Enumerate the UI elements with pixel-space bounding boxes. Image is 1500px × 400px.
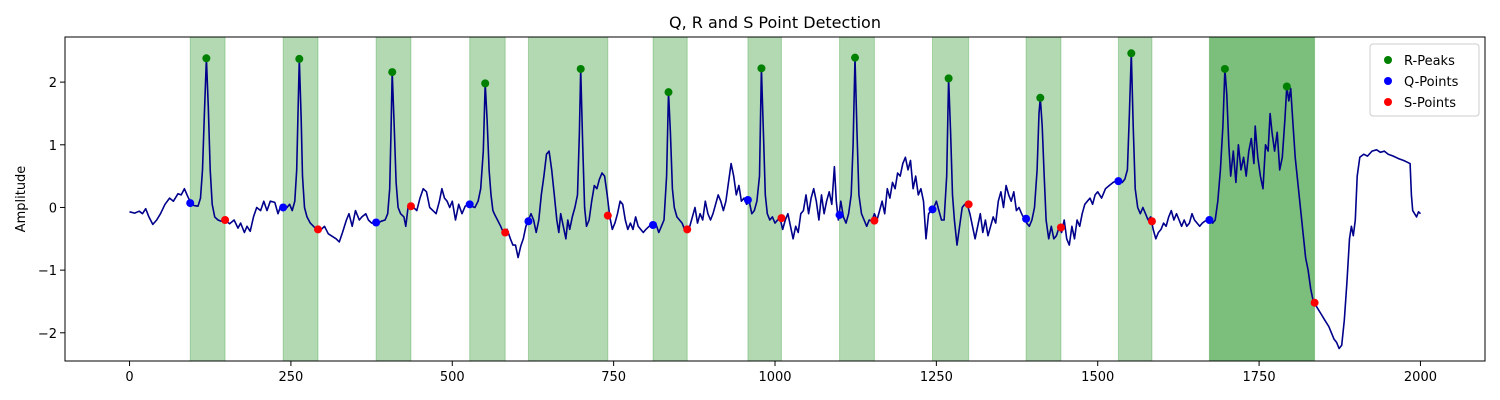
legend-label-q-points: Q-Points (1404, 75, 1459, 90)
y-tick-label-2: 2 (49, 76, 57, 91)
q-points-marker-11 (1114, 177, 1123, 186)
qrs-region-9 (931, 36, 970, 362)
legend-label-r-peaks: R-Peaks (1404, 54, 1455, 69)
qrs-region-8 (839, 36, 875, 362)
legend-marker-q-points (1384, 77, 1392, 85)
qrs-region-3 (375, 36, 412, 362)
r-peaks-marker-10 (1036, 93, 1045, 102)
x-axis-ticks: 0 250 500 750 1000 1250 1500 1750 2000 (125, 361, 1437, 385)
q-points-marker-9 (928, 205, 937, 214)
qrs-region-11 (1117, 36, 1153, 362)
r-peaks-marker-13 (1282, 82, 1291, 91)
q-points-marker-2 (279, 203, 288, 212)
qrs-region-7 (747, 36, 782, 362)
s-points-marker-1 (221, 215, 230, 224)
q-points-marker-5 (524, 217, 533, 226)
s-points-marker-6 (683, 225, 692, 234)
r-peaks-marker-7 (757, 64, 766, 73)
x-tick-label-1750: 1750 (1243, 370, 1276, 385)
r-peaks-marker-9 (944, 74, 953, 83)
q-points-marker-6 (649, 221, 658, 230)
q-points-marker-12 (1205, 215, 1214, 224)
r-peaks-marker-6 (664, 88, 673, 97)
r-peaks-marker-5 (576, 64, 585, 73)
s-points-marker-3 (406, 202, 415, 211)
s-points-marker-2 (314, 225, 323, 234)
y-tick-label--1: −1 (38, 264, 57, 279)
r-peaks-marker-8 (851, 53, 860, 62)
legend-label-s-points: S-Points (1404, 96, 1456, 111)
s-points-marker-4 (501, 228, 510, 237)
x-tick-label-0: 0 (125, 370, 133, 385)
s-points-marker-9 (964, 200, 973, 209)
s-points-marker-5 (603, 211, 612, 220)
qrs-region-6 (652, 36, 688, 362)
q-points-marker-1 (186, 199, 195, 208)
x-tick-label-1250: 1250 (920, 370, 953, 385)
r-peaks-marker-3 (388, 68, 397, 77)
ecg-signal-line (129, 52, 1422, 350)
y-axis-ticks: −2 −1 0 1 2 (38, 76, 65, 342)
s-points-marker-10 (1056, 223, 1065, 232)
s-points-marker-8 (870, 216, 879, 225)
qrs-region-10 (1025, 36, 1062, 362)
legend-marker-s-points (1384, 98, 1392, 106)
y-tick-label-1: 1 (49, 139, 57, 154)
y-axis-label: Amplitude (14, 166, 29, 233)
legend-marker-r-peaks (1384, 56, 1392, 64)
x-tick-label-1000: 1000 (758, 370, 791, 385)
x-tick-label-500: 500 (440, 370, 465, 385)
q-points-marker-8 (835, 210, 844, 219)
detected-points (186, 49, 1319, 307)
x-tick-label-2000: 2000 (1404, 370, 1437, 385)
x-tick-label-1500: 1500 (1081, 370, 1114, 385)
y-tick-label--2: −2 (38, 327, 57, 342)
q-points-marker-3 (372, 218, 381, 227)
r-peaks-marker-1 (202, 54, 211, 63)
legend-box (1369, 43, 1480, 117)
r-peaks-marker-12 (1220, 64, 1229, 73)
y-tick-label-0: 0 (49, 201, 57, 216)
q-points-marker-7 (743, 195, 752, 204)
chart-title: Q, R and S Point Detection (669, 13, 881, 32)
s-points-marker-7 (777, 214, 786, 223)
r-peaks-marker-2 (295, 54, 304, 63)
q-points-marker-4 (465, 200, 474, 209)
x-tick-label-250: 250 (278, 370, 303, 385)
q-points-marker-10 (1022, 214, 1031, 223)
x-tick-label-750: 750 (601, 370, 626, 385)
legend: R-Peaks Q-Points S-Points (1369, 43, 1480, 117)
r-peaks-marker-11 (1127, 49, 1136, 58)
s-points-marker-11 (1147, 217, 1156, 226)
s-points-marker-12 (1310, 298, 1319, 307)
qrs-regions (189, 36, 1316, 362)
r-peaks-marker-4 (481, 79, 490, 88)
